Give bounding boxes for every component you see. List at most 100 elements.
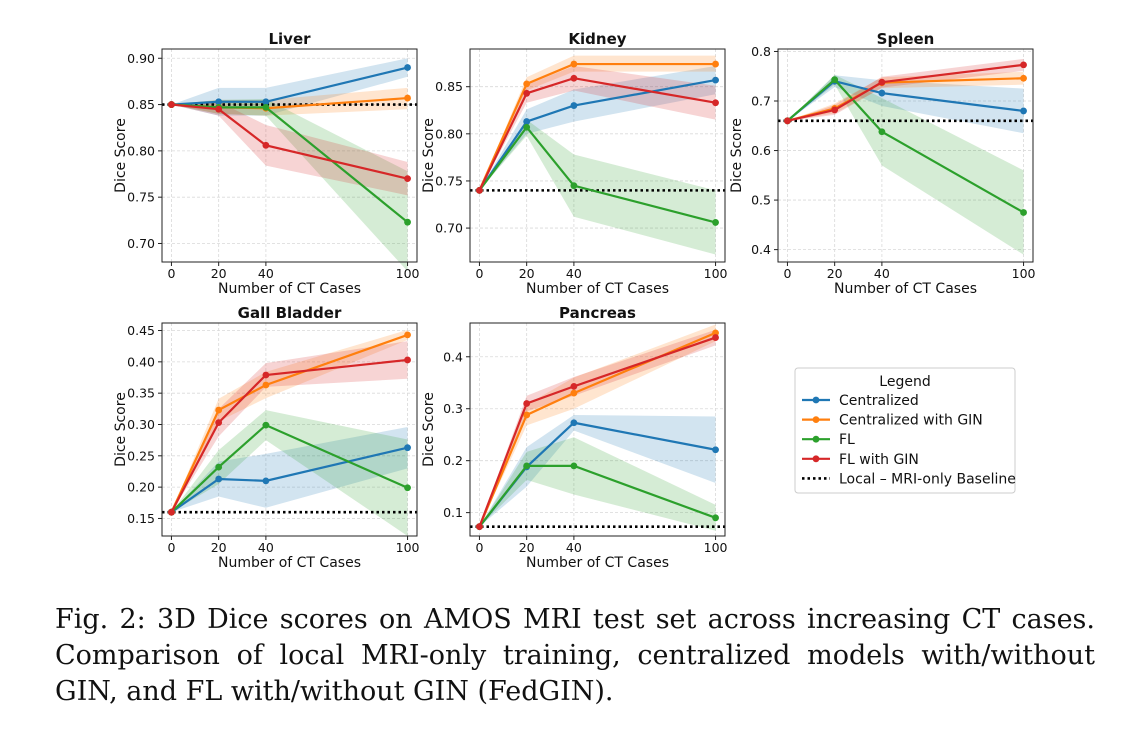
y-tick-label: 0.85 xyxy=(127,97,155,112)
figure: 0 20 40 100 0.70 0.75 0.80 0.85 0.90 Liver Number … xyxy=(113,30,1036,571)
band-centralized xyxy=(479,65,716,191)
data-point-fl_gin xyxy=(784,117,791,125)
band-fl_gin xyxy=(171,341,408,513)
data-point-fl_gin xyxy=(262,371,270,379)
data-point-fl xyxy=(262,103,270,111)
legend-box xyxy=(794,367,1016,494)
legend-marker-centralized xyxy=(812,396,820,404)
series-line-fl_gin xyxy=(171,103,408,180)
data-point-fl_gin xyxy=(1020,61,1027,69)
band-centralized_gin xyxy=(479,55,716,191)
data-point-fl_gin xyxy=(570,382,578,390)
band-centralized xyxy=(479,414,716,527)
panel-spleen: 0 20 40 100 0.4 0.5 0.6 0.7 0.8 Spleen Number of C… xyxy=(729,30,1036,297)
series-line-centralized xyxy=(171,66,408,106)
y-axis-label: Dice Score xyxy=(421,118,437,193)
data-point-fl xyxy=(570,182,578,190)
legend-label-fl_gin: FL with GIN xyxy=(839,452,919,468)
x-axis-label: Number of CT Cases xyxy=(834,281,977,297)
y-tick-label: 0.80 xyxy=(435,126,463,141)
data-point-fl_gin xyxy=(168,508,175,516)
x-tick-label: 40 xyxy=(566,540,582,555)
data-point-centralized_gin xyxy=(1020,74,1027,82)
data-point-fl xyxy=(831,76,839,84)
data-point-fl xyxy=(523,123,531,131)
x-tick-label: 0 xyxy=(167,266,175,281)
y-tick-label: 0.20 xyxy=(127,480,155,495)
data-point-centralized xyxy=(570,419,578,427)
y-tick-label: 0.80 xyxy=(127,143,155,158)
axes-frame xyxy=(161,48,418,263)
series-line-fl xyxy=(478,464,716,528)
data-point-centralized xyxy=(215,98,223,106)
x-tick-label: 20 xyxy=(211,540,227,555)
y-tick-label: 0.5 xyxy=(751,193,771,208)
data-point-fl xyxy=(215,463,223,471)
data-point-centralized_gin xyxy=(570,389,578,397)
data-point-fl_gin xyxy=(523,400,531,407)
panel-liver: 0 20 40 100 0.70 0.75 0.80 0.85 0.90 Liver Number … xyxy=(113,30,420,297)
legend-label-fl: FL xyxy=(839,432,855,448)
series-line-fl_gin xyxy=(787,63,1024,122)
legend-marker-fl_gin xyxy=(812,455,820,463)
data-point-fl xyxy=(878,128,886,136)
legend-marker-centralized_gin xyxy=(812,416,820,423)
x-tick-label: 40 xyxy=(258,540,274,555)
data-point-centralized_gin xyxy=(523,411,531,419)
x-tick-label: 100 xyxy=(1012,266,1036,281)
band-fl xyxy=(171,410,408,536)
data-point-fl xyxy=(523,462,531,470)
y-tick-label: 0.30 xyxy=(127,417,155,432)
y-axis-label: Dice Score xyxy=(113,118,129,193)
panel-title: Pancreas xyxy=(559,304,636,322)
legend-marker-fl xyxy=(812,435,820,443)
x-tick-label: 100 xyxy=(396,266,420,281)
y-tick-label: 0.25 xyxy=(127,448,155,463)
series-line-centralized_gin xyxy=(478,62,716,191)
data-point-fl xyxy=(262,421,270,429)
axes-frame xyxy=(161,322,418,537)
band-fl_gin xyxy=(479,65,716,191)
data-point-centralized xyxy=(712,446,719,454)
x-tick-label: 40 xyxy=(874,266,890,281)
data-point-centralized xyxy=(404,64,411,71)
data-point-fl_gin xyxy=(476,186,483,194)
legend: Legend Centralized Centralized with GIN FL F… xyxy=(794,367,1016,494)
data-point-centralized xyxy=(878,89,886,97)
band-fl xyxy=(171,99,408,272)
data-point-fl_gin xyxy=(570,74,578,82)
y-axis-label: Dice Score xyxy=(421,392,437,467)
panel-title: Liver xyxy=(268,30,311,48)
data-point-fl xyxy=(1020,209,1027,216)
series-line-fl_gin xyxy=(478,336,716,528)
series-line-centralized xyxy=(478,79,716,191)
series-line-fl xyxy=(170,423,409,513)
y-axis-label: Dice Score xyxy=(729,118,745,193)
data-point-fl_gin xyxy=(215,105,223,113)
series-line-centralized xyxy=(170,446,408,514)
band-fl_gin xyxy=(171,101,408,196)
data-point-centralized xyxy=(570,102,578,109)
y-tick-label: 0.85 xyxy=(435,79,463,94)
x-tick-label: 100 xyxy=(396,540,420,555)
y-tick-label: 0.75 xyxy=(435,173,463,188)
data-point-centralized_gin xyxy=(523,80,531,88)
x-tick-label: 100 xyxy=(704,266,728,281)
x-tick-label: 20 xyxy=(827,266,843,281)
panel-title: Gall Bladder xyxy=(238,304,342,322)
x-tick-label: 40 xyxy=(566,266,582,281)
y-tick-label: 0.45 xyxy=(127,323,155,338)
data-point-centralized xyxy=(404,444,411,452)
y-tick-label: 0.70 xyxy=(127,236,155,251)
series-line-fl xyxy=(478,125,716,224)
chart-figure: 0 20 40 1000.700.750.800.850.90LiverNumber … xyxy=(113,30,1036,571)
y-tick-label: 0.70 xyxy=(435,221,463,236)
data-point-fl_gin xyxy=(476,523,483,531)
data-point-centralized xyxy=(215,475,223,483)
x-axis-label: Number of CT Cases xyxy=(526,281,669,297)
x-tick-label: 0 xyxy=(475,540,483,555)
figure-caption: Fig. 2: 3D Dice scores on AMOS MRI test … xyxy=(55,604,1095,707)
data-point-fl_gin xyxy=(262,141,270,149)
x-tick-label: 0 xyxy=(783,266,791,281)
band-fl xyxy=(479,437,716,531)
